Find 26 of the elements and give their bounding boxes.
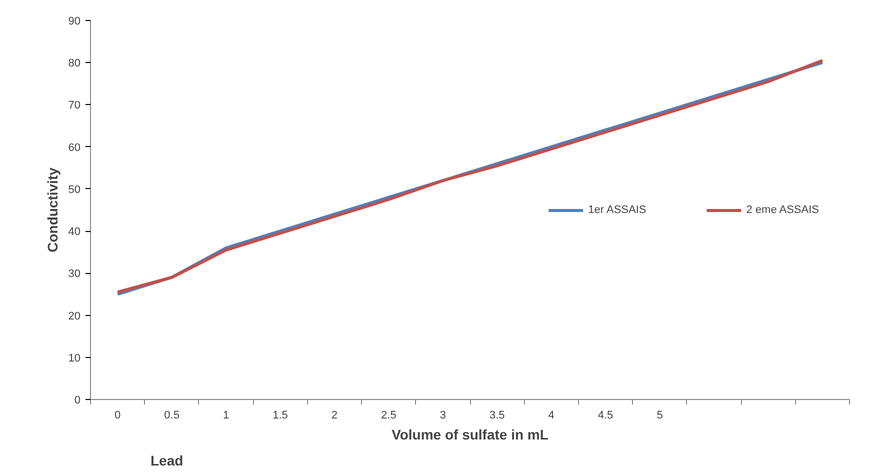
x-tick-label: 0.5: [164, 410, 180, 422]
y-tick-label: 80: [68, 58, 81, 70]
x-tick-label: 1.5: [272, 410, 288, 422]
y-axis-title: Conductivity: [44, 167, 60, 252]
y-tick-label: 0: [74, 394, 81, 406]
legend-label: 1er ASSAIS: [588, 204, 646, 216]
x-tick-label: 5: [656, 410, 663, 422]
x-tick-label: 4: [548, 410, 554, 422]
y-tick-label: 40: [68, 226, 81, 238]
x-tick-label: 2.5: [381, 410, 396, 422]
y-tick-label: 50: [68, 184, 81, 196]
y-tick-label: 30: [68, 268, 81, 280]
y-tick-label: 20: [68, 310, 81, 322]
x-tick-label: 4.5: [598, 410, 614, 422]
x-tick-label: 0: [114, 410, 121, 422]
x-tick-label: 1: [222, 410, 230, 422]
y-tick-label: 90: [68, 16, 81, 28]
x-axis-title: Volume of sulfate in mL: [392, 426, 549, 442]
text: Lead: [150, 452, 184, 468]
y-tick-label: 10: [68, 352, 81, 364]
y-tick-label: 70: [68, 100, 81, 112]
y-tick-label: 60: [68, 142, 81, 154]
x-tick-label: 3: [440, 410, 446, 422]
legend-label: 2 eme ASSAIS: [746, 204, 819, 216]
x-tick-label: 2: [331, 410, 338, 422]
x-tick-label: 3.5: [489, 410, 505, 422]
